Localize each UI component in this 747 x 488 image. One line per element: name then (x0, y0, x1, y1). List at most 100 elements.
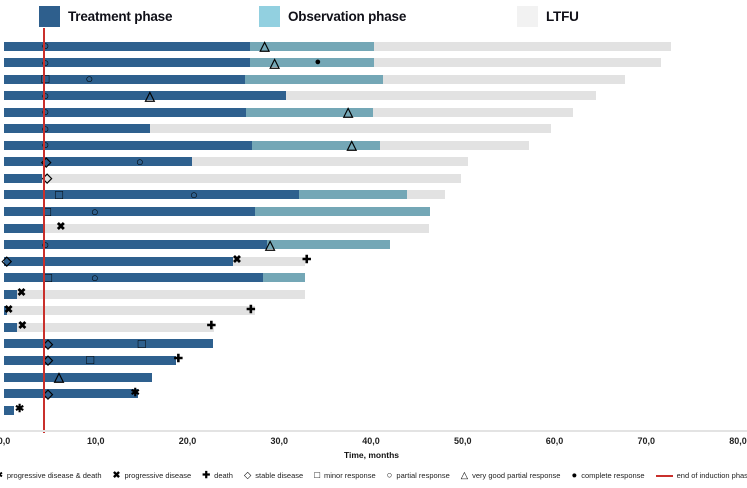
partial-marker: ○ (85, 71, 94, 87)
patient-bar-segment (41, 173, 461, 183)
death-marker: ✚ (302, 254, 312, 267)
marker-legend-item: ✖ progressive disease (113, 471, 192, 481)
patient-bar-segment (4, 289, 17, 299)
x-tick-label: 30,0 (270, 436, 289, 446)
patient-bar-segment (246, 107, 373, 117)
x-axis-line (0, 430, 747, 432)
x-tick-label: 70,0 (637, 436, 656, 446)
observation-phase-label: Observation phase (288, 9, 407, 24)
patient-bar-segment (406, 190, 446, 200)
patient-bar-segment (4, 173, 42, 183)
patient-bar-segment (382, 74, 626, 84)
x-axis-title: Time, months (343, 450, 400, 460)
vgpr-marker: △ (54, 368, 65, 384)
patient-bar-segment (149, 124, 551, 134)
marker-legend-label: death (214, 471, 233, 481)
marker-legend-item: ○ partial response (387, 471, 450, 481)
ltfu-label: LTFU (546, 9, 579, 24)
minor-marker: □ (137, 335, 146, 351)
marker-legend-label: progressive disease & death (6, 471, 102, 481)
patient-bar-segment (380, 140, 529, 150)
patient-bar-segment (262, 273, 305, 283)
x-tick-label: 50,0 (453, 436, 472, 446)
stable-icon: ◇ (243, 470, 252, 481)
pd-death-marker: ✱ (14, 403, 25, 416)
patient-bar-segment (4, 140, 252, 150)
patient-bar-segment (4, 256, 234, 266)
partial-marker: ○ (90, 203, 99, 219)
patient-bar-segment (299, 190, 407, 200)
marker-legend-item: end of induction phase (655, 471, 747, 481)
patient-bar-segment (4, 405, 15, 415)
observation-phase-swatch (259, 6, 280, 27)
ltfu-swatch (517, 6, 538, 27)
complete-icon: ● (571, 470, 578, 481)
vgpr-marker: △ (265, 236, 276, 252)
stable-marker: ◇ (43, 352, 54, 368)
patient-bar-segment (372, 107, 573, 117)
x-tick-label: 60,0 (545, 436, 564, 446)
pd-marker: ✖ (232, 254, 242, 267)
marker-legend-item: ✚ death (202, 471, 233, 481)
stable-marker: ◇ (43, 385, 54, 401)
marker-legend-label: minor response (323, 471, 376, 481)
stable-marker: ◇ (43, 335, 54, 351)
marker-legend-item: ✱progressive disease & death (0, 471, 102, 481)
patient-bar-segment (373, 41, 672, 51)
death-marker: ✚ (206, 320, 216, 333)
patient-bar-segment (4, 91, 286, 101)
patient-bar-segment (4, 207, 256, 216)
marker-legend-label: stable disease (255, 471, 304, 481)
pd-icon: ✖ (112, 470, 121, 481)
marker-legend-label: progressive disease (124, 471, 192, 481)
treatment-phase-label: Treatment phase (68, 9, 173, 24)
end-of-induction-line (43, 28, 46, 433)
vgpr-icon: △ (460, 470, 469, 481)
vgpr-marker: △ (269, 54, 280, 70)
patient-bar-segment (4, 41, 250, 51)
minor-marker: □ (55, 186, 63, 202)
patient-bar-segment (4, 306, 7, 316)
patient-bar-segment (16, 289, 305, 299)
marker-legend: ✱progressive disease & death✖progressive… (0, 471, 747, 481)
legend-treatment-phase: Treatment phase (39, 5, 172, 28)
patient-bar-segment (4, 355, 176, 365)
patient-bar-segment (4, 190, 300, 200)
vgpr-marker: △ (346, 137, 357, 153)
patient-bar-segment (245, 74, 383, 84)
patient-bar-segment (4, 124, 150, 134)
induction-line-icon (655, 474, 673, 477)
patient-bar-segment (6, 306, 256, 316)
legend-observation-phase: Observation phase (259, 5, 406, 28)
patient-bar-segment (251, 140, 381, 150)
partial-marker: ○ (135, 153, 144, 169)
x-tick-label: 10,0 (86, 436, 105, 446)
death-icon: ✚ (202, 470, 211, 481)
x-tick-label: 80,0 (729, 436, 747, 446)
minor-icon: □ (314, 470, 320, 481)
complete-marker: ● (314, 55, 322, 68)
minor-marker: □ (86, 352, 95, 368)
patient-bar-segment (233, 256, 305, 266)
marker-legend-item: △ very good partial response (461, 471, 561, 481)
patient-bar-segment (16, 322, 215, 332)
death-marker: ✚ (246, 303, 256, 316)
patient-bar-segment (285, 91, 596, 101)
pd-marker: ✖ (17, 320, 27, 333)
partial-marker: ○ (90, 269, 99, 285)
pd-marker: ✖ (3, 303, 14, 316)
patient-bar-segment (249, 41, 374, 51)
patient-bar-segment (4, 157, 193, 167)
patient-bar-segment (4, 372, 152, 382)
marker-legend-item: □ minor response (314, 471, 375, 481)
patient-bar-segment (4, 389, 138, 399)
marker-legend-label: end of induction phase (676, 471, 747, 481)
patient-bar-segment (4, 273, 263, 283)
marker-legend-label: partial response (396, 471, 450, 481)
partial-marker: ○ (189, 186, 198, 202)
pd-marker: ✖ (16, 287, 27, 300)
x-tick-label: 0,0 (0, 436, 11, 446)
minor-marker: □ (43, 203, 52, 219)
vgpr-marker: △ (144, 87, 155, 103)
marker-legend-item: ● complete response (571, 471, 644, 481)
